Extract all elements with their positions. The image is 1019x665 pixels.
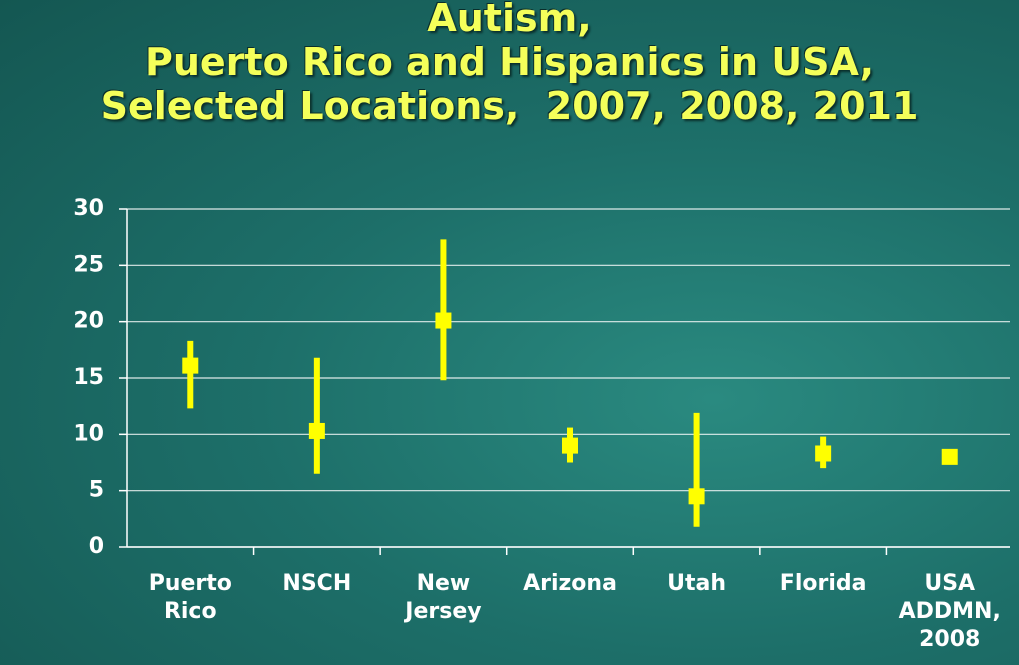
y-tick-label: 25 — [73, 252, 104, 277]
x-tick-label: NSCH — [282, 571, 352, 596]
y-tick-label: 5 — [89, 478, 104, 503]
chart-title: Puerto Rico and Hispanics in USA, — [144, 40, 874, 84]
y-tick-label: 15 — [73, 365, 104, 390]
x-tick-label: New Jersey — [405, 571, 482, 624]
x-tick-label: Puerto Rico — [148, 571, 232, 624]
chart-title: Autism, — [427, 0, 592, 40]
point — [182, 357, 199, 374]
point — [562, 437, 578, 454]
y-tick-label: 0 — [89, 534, 104, 559]
point — [815, 445, 832, 462]
x-tick-label: Arizona — [523, 571, 617, 596]
y-tick-label: 30 — [73, 196, 104, 221]
x-tick-label: Utah — [667, 571, 726, 596]
x-tick-label: Florida — [779, 571, 867, 596]
x-tick-label: USA ADDMN, 2008 — [898, 571, 1001, 652]
y-tick-label: 20 — [73, 309, 104, 334]
y-tick-label: 10 — [73, 421, 104, 446]
chart-title: Selected Locations, 2007, 2008, 2011 — [100, 84, 919, 128]
point — [435, 312, 452, 329]
point — [308, 422, 325, 439]
point — [688, 488, 705, 505]
point — [941, 448, 958, 465]
